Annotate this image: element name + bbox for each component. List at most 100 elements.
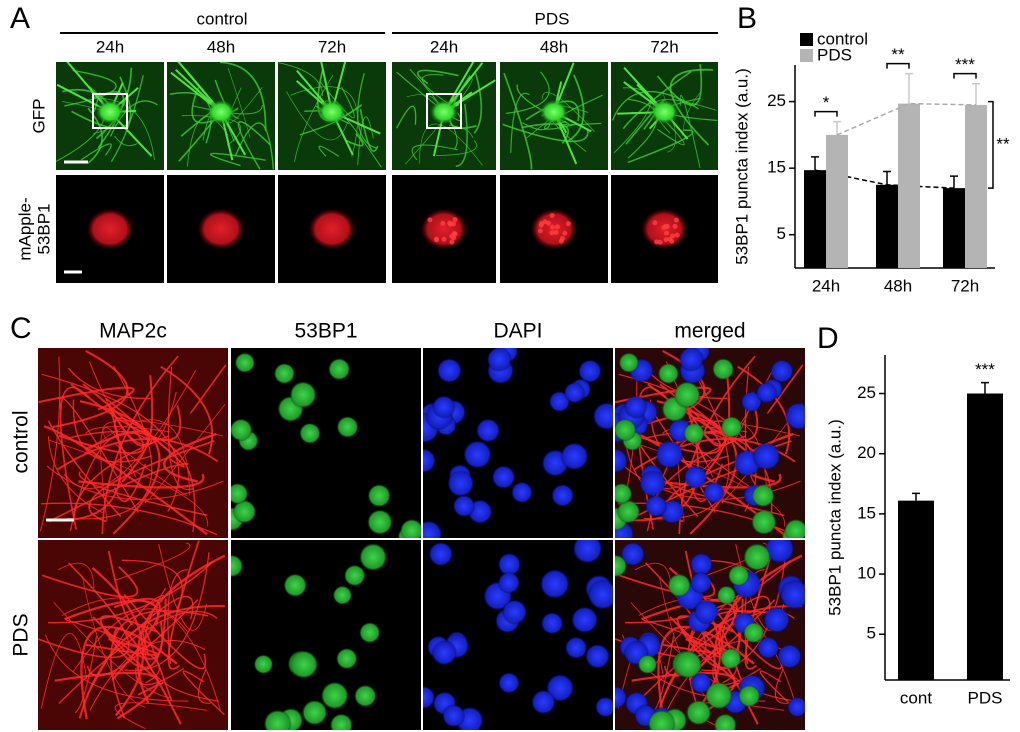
error-bar (950, 175, 958, 189)
roi-box (426, 93, 462, 129)
nucleus (644, 494, 668, 518)
fiber (774, 669, 788, 704)
nucleus (442, 704, 466, 728)
fiber (541, 91, 595, 132)
nucleus (353, 684, 377, 708)
image-content (420, 208, 468, 250)
nucleus (689, 571, 713, 594)
nucleus (637, 654, 658, 675)
nucleus (657, 362, 680, 385)
nucleus (273, 362, 296, 385)
nucleus (720, 415, 743, 439)
fiber (713, 554, 803, 704)
roi-box (92, 93, 128, 129)
focus (441, 236, 447, 242)
focus (672, 223, 678, 229)
fiber (85, 426, 171, 434)
nucleus (577, 359, 602, 384)
micrograph (38, 540, 228, 730)
fiber (112, 627, 182, 725)
micrograph (231, 540, 421, 730)
fiber (345, 133, 364, 147)
nucleus (764, 540, 795, 564)
column-label: merged (674, 320, 745, 343)
bar (967, 393, 1003, 680)
image-content (278, 62, 386, 170)
nucleus (475, 418, 501, 443)
fiber (278, 62, 324, 96)
fiber (43, 425, 208, 536)
nucleus (713, 713, 737, 730)
focus (657, 239, 663, 245)
group-label: PDS (535, 9, 570, 28)
nucleus (299, 422, 321, 445)
micrograph (56, 175, 164, 283)
fiber (219, 62, 267, 131)
x-tick-label: 72h (951, 276, 979, 295)
fiber (44, 634, 189, 702)
fiber (197, 669, 211, 704)
fiber (682, 91, 702, 136)
focus (549, 230, 555, 236)
fiber (114, 542, 191, 582)
nucleus (263, 709, 292, 730)
focus (546, 220, 552, 226)
fiber (320, 81, 355, 119)
soma (317, 99, 347, 125)
fiber (656, 64, 703, 106)
nucleus (623, 395, 648, 419)
fiber (448, 125, 474, 139)
y-axis-label: 53BP1 puncta index (a.u.) (732, 68, 751, 265)
image-content (167, 62, 275, 170)
image-content (231, 352, 421, 538)
nucleus (654, 439, 685, 470)
nucleus (462, 439, 493, 470)
micrograph (278, 62, 386, 170)
nucleus (564, 636, 588, 660)
fiber (114, 702, 208, 730)
fiber (73, 435, 169, 521)
image-content (392, 62, 496, 170)
focus (661, 224, 667, 230)
micrograph (615, 348, 805, 538)
nucleus (620, 541, 646, 567)
fiber (41, 373, 180, 512)
bar (826, 134, 848, 268)
nucleus (289, 650, 319, 679)
nucleus (289, 380, 317, 409)
nucleus (320, 681, 349, 710)
nucleus (618, 352, 640, 374)
fiber (47, 436, 103, 514)
y-tick-label: 10 (857, 564, 876, 583)
fiber (113, 417, 172, 463)
fiber (67, 367, 151, 400)
nucleus (540, 611, 564, 635)
fiber (290, 86, 358, 157)
fiber (144, 403, 226, 504)
nucleus (423, 685, 436, 710)
micrographs (38, 62, 805, 730)
x-tick-label: PDS (968, 688, 1003, 707)
nucleus (366, 509, 393, 536)
fiber (721, 403, 803, 504)
fiber (40, 632, 88, 709)
fiber (84, 419, 191, 496)
nucleus (420, 208, 468, 250)
nucleus (452, 494, 476, 518)
fiber (181, 115, 241, 146)
nucleus (423, 520, 443, 538)
error-bar (972, 82, 980, 105)
fiber (163, 432, 217, 483)
fiber (52, 349, 129, 429)
fiber (167, 569, 188, 665)
column-label: 53BP1 (294, 320, 357, 343)
nucleus (678, 348, 705, 372)
fiber (160, 365, 214, 455)
sig-bracket (953, 72, 977, 79)
fiber (101, 355, 179, 535)
fiber (46, 465, 224, 500)
nucleus (497, 552, 522, 577)
fiber (72, 399, 153, 463)
fiber (167, 366, 194, 491)
nucleus (689, 552, 714, 577)
